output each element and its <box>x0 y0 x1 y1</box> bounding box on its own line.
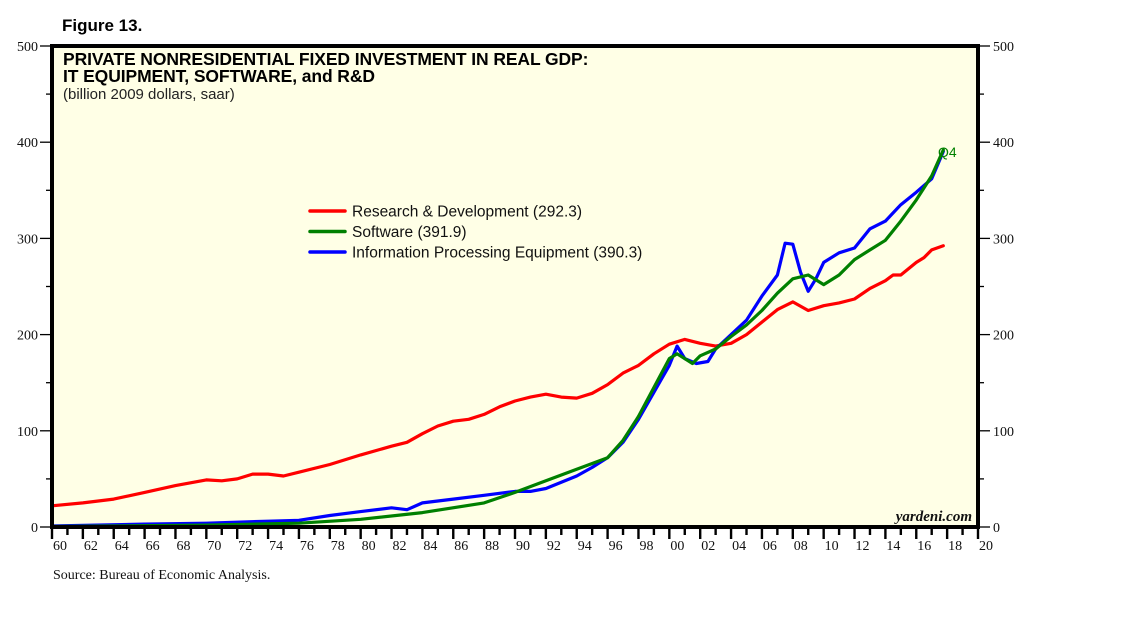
x-tick-label: 68 <box>176 539 190 554</box>
y-tick-label-left: 100 <box>17 425 38 440</box>
x-tick-label: 84 <box>423 539 437 554</box>
x-tick-label: 00 <box>670 539 684 554</box>
x-tick-label: 86 <box>454 539 468 554</box>
y-tick-label-right: 400 <box>993 136 1014 151</box>
x-axis: 60 62 64 66 68 70 72 74 76 78 80 82 84 86 88 90 92 94 96 98… <box>50 527 993 554</box>
x-tick-label: 16 <box>917 539 931 554</box>
series-line-ipe <box>50 149 945 528</box>
x-tick-label: 76 <box>300 539 314 554</box>
y-tick-label-left: 500 <box>17 40 38 55</box>
left-axis: 0 100 200 300 400 500 <box>17 40 52 536</box>
x-tick-label: 80 <box>362 539 376 554</box>
chart-title-block: PRIVATE NONRESIDENTIAL FIXED INVESTMENT … <box>63 49 589 105</box>
legend-label-rd: Research & Development (292.3) <box>352 204 582 221</box>
x-tick-label: 66 <box>146 539 160 554</box>
legend-label-ipe: Information Processing Equipment (390.3) <box>352 245 642 262</box>
x-tick-label: 04 <box>732 539 746 554</box>
y-tick-label-left: 0 <box>31 521 38 536</box>
source-note: Source: Bureau of Economic Analysis. <box>53 568 271 583</box>
x-tick-label: 88 <box>485 539 499 554</box>
x-tick-label: 90 <box>516 539 530 554</box>
x-tick-label: 82 <box>393 539 407 554</box>
x-tick-label: 06 <box>763 539 777 554</box>
right-axis: 0 100 200 300 400 500 <box>978 40 1014 536</box>
y-tick-label-right: 0 <box>993 521 1000 536</box>
x-tick-label: 74 <box>269 539 283 554</box>
x-tick-label: 98 <box>639 539 653 554</box>
y-tick-label-right: 100 <box>993 425 1014 440</box>
x-tick-label: 62 <box>84 539 98 554</box>
chart-title: PRIVATE NONRESIDENTIAL FIXED INVESTMENT … <box>63 49 589 69</box>
series-line-software <box>50 148 945 529</box>
x-tick-label: 14 <box>886 539 900 554</box>
plot-background <box>52 46 978 527</box>
x-tick-label: 94 <box>578 539 592 554</box>
legend: Research & Development (292.3) Software (… <box>308 204 642 262</box>
x-tick-label: 96 <box>609 539 623 554</box>
x-tick-label: 18 <box>948 539 962 554</box>
chart-subtitle: (billion 2009 dollars, saar) <box>63 86 235 103</box>
x-tick-label: 08 <box>794 539 808 554</box>
legend-label-software: Software (391.9) <box>352 224 467 241</box>
y-tick-label-left: 400 <box>17 136 38 151</box>
y-tick-label-right: 200 <box>993 329 1014 344</box>
x-tick-label: 92 <box>547 539 561 554</box>
chart-title-line2: IT EQUIPMENT, SOFTWARE, and R&D <box>63 66 375 86</box>
y-tick-label-right: 300 <box>993 232 1014 247</box>
plot-frame <box>50 44 980 529</box>
x-tick-label: 12 <box>856 539 870 554</box>
y-tick-label-right: 500 <box>993 40 1014 55</box>
x-tick-label: 72 <box>238 539 252 554</box>
series-lines <box>50 148 945 529</box>
y-tick-label-left: 200 <box>17 329 38 344</box>
q4-annotation: Q4 <box>938 144 957 160</box>
x-tick-label: 78 <box>331 539 345 554</box>
x-tick-label: 70 <box>207 539 221 554</box>
x-tick-label: 10 <box>825 539 839 554</box>
x-tick-label: 60 <box>53 539 67 554</box>
watermark: yardeni.com <box>894 509 972 525</box>
y-tick-label-left: 300 <box>17 232 38 247</box>
x-tick-label: 02 <box>701 539 715 554</box>
series-line-rd <box>50 244 945 508</box>
x-tick-label: 20 <box>979 539 993 554</box>
x-tick-label: 64 <box>115 539 129 554</box>
figure-label: Figure 13. <box>62 16 143 35</box>
